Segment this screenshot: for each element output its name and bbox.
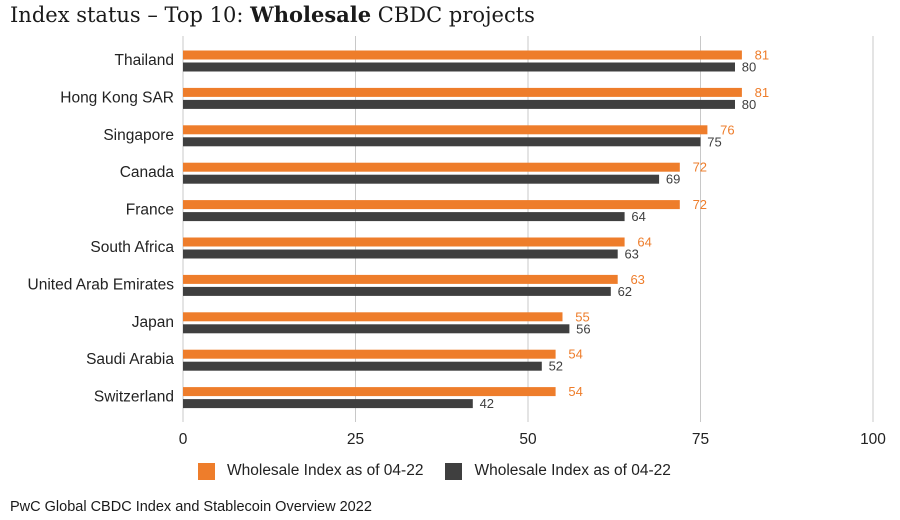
bar-series1-singapore — [183, 125, 708, 135]
category-label: United Arab Emirates — [28, 276, 175, 293]
bar-series1-saudi-arabia — [183, 349, 556, 359]
source-note: PwC Global CBDC Index and Stablecoin Ove… — [10, 499, 372, 515]
bar-series1-south-africa — [183, 237, 625, 247]
bar-series1-canada — [183, 162, 680, 172]
bar-series2-canada — [183, 174, 660, 184]
category-label: Hong Kong SAR — [60, 89, 174, 106]
data-label-series1: 81 — [755, 85, 769, 100]
bar-series2-saudi-arabia — [183, 361, 542, 371]
x-tick-label-0: 0 — [179, 431, 188, 448]
legend-label-2: Wholesale Index as of 04-22 — [474, 462, 671, 479]
legend-swatch-1 — [198, 462, 215, 480]
data-label-series2: 52 — [549, 359, 563, 374]
category-label: South Africa — [90, 239, 174, 256]
data-label-series1: 54 — [568, 347, 582, 362]
bar-series1-united-arab-emirates — [183, 274, 618, 284]
chart-title: Index status – Top 10: Wholesale CBDC pr… — [10, 2, 535, 27]
data-label-series2: 56 — [576, 321, 590, 336]
bar-series2-south-africa — [183, 249, 618, 259]
title-bold: Wholesale — [250, 2, 372, 27]
bar-series2-france — [183, 212, 625, 222]
bar-series1-hong-kong-sar — [183, 87, 742, 97]
data-label-series2: 75 — [707, 134, 721, 149]
data-label-series2: 64 — [631, 209, 645, 224]
category-label: Saudi Arabia — [86, 351, 174, 368]
data-label-series1: 64 — [637, 235, 651, 250]
bar-series1-thailand — [183, 50, 742, 60]
data-label-series1: 63 — [630, 272, 644, 287]
data-label-series1: 81 — [755, 48, 769, 63]
bar-series2-united-arab-emirates — [183, 286, 611, 296]
category-label: Switzerland — [94, 389, 174, 406]
x-tick-label-100: 100 — [860, 431, 886, 448]
data-label-series1: 55 — [575, 309, 589, 324]
data-label-series1: 72 — [693, 160, 707, 175]
data-label-series2: 80 — [742, 60, 756, 75]
category-label: France — [126, 202, 174, 219]
bar-series1-france — [183, 200, 680, 210]
data-label-series1: 76 — [720, 122, 734, 137]
bar-series2-switzerland — [183, 399, 473, 409]
title-prefix: Index status – Top 10: — [10, 3, 251, 27]
data-label-series2: 42 — [480, 396, 494, 411]
data-label-series2: 69 — [666, 172, 680, 187]
x-tick-label-25: 25 — [347, 431, 364, 448]
data-label-series2: 80 — [742, 97, 756, 112]
legend-label-1: Wholesale Index as of 04-22 — [227, 462, 424, 479]
x-tick-label-75: 75 — [692, 431, 709, 448]
legend: Wholesale Index as of 04-22 Wholesale In… — [198, 462, 693, 480]
category-label: Japan — [132, 314, 174, 331]
legend-item-1: Wholesale Index as of 04-22 — [198, 462, 423, 480]
data-label-series2: 63 — [624, 247, 638, 262]
legend-item-2: Wholesale Index as of 04-22 — [445, 462, 671, 480]
title-suffix: CBDC projects — [371, 3, 535, 27]
legend-swatch-2 — [445, 462, 463, 480]
category-label: Thailand — [115, 52, 174, 69]
category-label: Singapore — [103, 127, 174, 144]
bar-series2-singapore — [183, 137, 701, 147]
category-label: Canada — [120, 164, 175, 181]
x-tick-label-50: 50 — [519, 431, 537, 448]
data-label-series1: 72 — [693, 197, 707, 212]
bar-series1-japan — [183, 312, 563, 322]
data-label-series2: 62 — [618, 284, 632, 299]
bar-series2-japan — [183, 324, 570, 334]
bar-series1-switzerland — [183, 387, 556, 397]
bar-series2-hong-kong-sar — [183, 99, 735, 109]
bar-series2-thailand — [183, 62, 735, 72]
data-label-series1: 54 — [568, 384, 582, 399]
